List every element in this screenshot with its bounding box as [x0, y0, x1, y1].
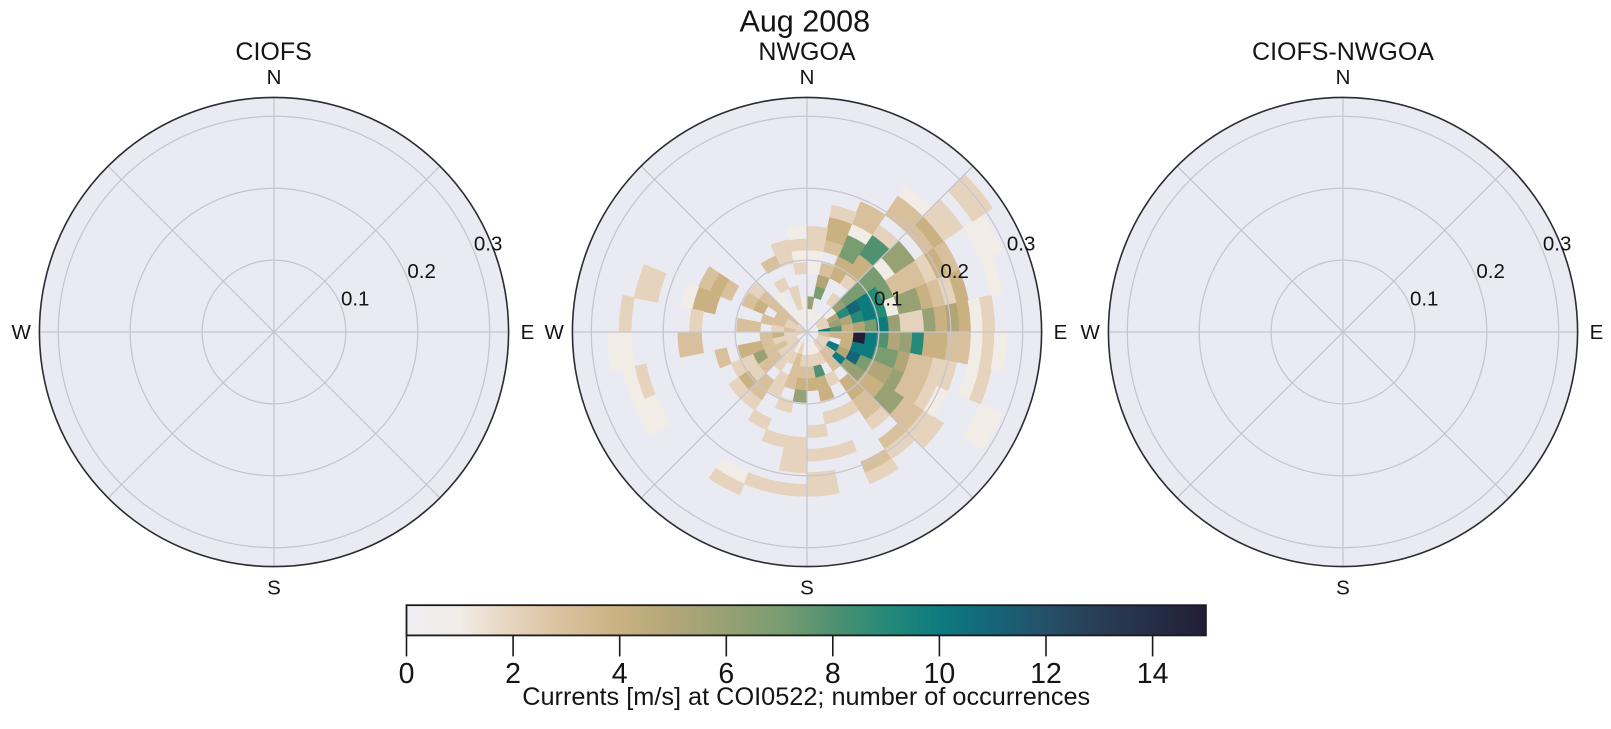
svg-text:N: N — [267, 66, 282, 89]
svg-text:Aug 2008: Aug 2008 — [740, 5, 871, 39]
svg-text:E: E — [1590, 321, 1604, 344]
svg-text:4: 4 — [612, 658, 628, 690]
svg-text:0.3: 0.3 — [1543, 232, 1572, 255]
svg-text:S: S — [800, 576, 814, 599]
svg-text:W: W — [12, 321, 32, 344]
svg-text:2: 2 — [505, 658, 521, 690]
svg-text:N: N — [1336, 66, 1351, 89]
svg-text:14: 14 — [1137, 658, 1169, 690]
svg-text:0.3: 0.3 — [474, 232, 503, 255]
svg-text:0.2: 0.2 — [940, 260, 969, 283]
svg-text:W: W — [545, 321, 565, 344]
svg-text:0.1: 0.1 — [874, 288, 903, 311]
svg-text:CIOFS: CIOFS — [235, 38, 311, 66]
svg-text:S: S — [1336, 576, 1350, 599]
svg-text:8: 8 — [825, 658, 841, 690]
svg-text:NWGOA: NWGOA — [758, 38, 856, 66]
svg-text:0.2: 0.2 — [407, 260, 436, 283]
svg-text:0: 0 — [399, 658, 415, 690]
svg-text:0.3: 0.3 — [1007, 232, 1036, 255]
svg-text:12: 12 — [1030, 658, 1062, 690]
svg-text:6: 6 — [718, 658, 734, 690]
svg-text:Currents [m/s] at COI0522; num: Currents [m/s] at COI0522; number of occ… — [522, 683, 1090, 711]
svg-text:E: E — [1054, 321, 1068, 344]
svg-text:E: E — [521, 321, 535, 344]
svg-text:W: W — [1081, 321, 1101, 344]
svg-text:0.1: 0.1 — [341, 288, 370, 311]
svg-text:0.2: 0.2 — [1476, 260, 1505, 283]
svg-text:10: 10 — [924, 658, 956, 690]
svg-text:0.1: 0.1 — [1410, 288, 1439, 311]
svg-text:CIOFS-NWGOA: CIOFS-NWGOA — [1252, 38, 1434, 66]
svg-text:S: S — [267, 576, 281, 599]
svg-text:N: N — [800, 66, 815, 89]
